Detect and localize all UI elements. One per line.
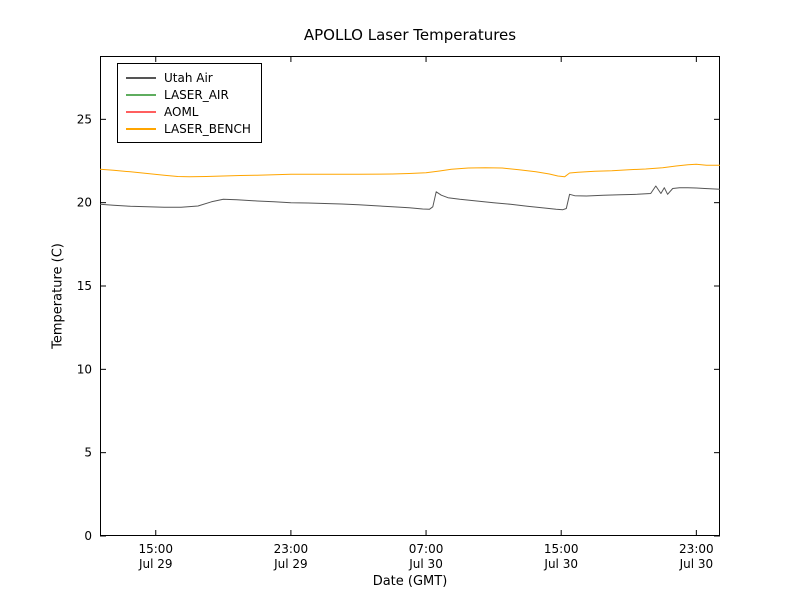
x-tick-label-time: 23:00 (274, 542, 309, 556)
chart-title: APOLLO Laser Temperatures (303, 26, 517, 44)
x-tick-label-date: Jul 30 (679, 557, 714, 571)
x-tick-label-time: 15:00 (138, 542, 173, 556)
legend: Utah Air LASER_AIR AOML LASER_BENCH (117, 63, 262, 143)
x-tick-label-date: Jul 29 (273, 557, 308, 571)
y-tick-label: 25 (77, 112, 92, 126)
legend-label: LASER_BENCH (164, 121, 251, 136)
x-tick-label-time: 23:00 (679, 542, 714, 556)
legend-label: Utah Air (164, 70, 213, 85)
x-axis-label: Date (GMT) (372, 574, 448, 589)
legend-item: LASER_BENCH (126, 120, 251, 137)
legend-line-sample (126, 127, 156, 130)
legend-label: LASER_AIR (164, 87, 229, 102)
legend-line-sample (126, 110, 156, 113)
y-tick-label: 20 (77, 196, 92, 210)
y-axis-label: Temperature (C) (50, 243, 66, 349)
legend-item: LASER_AIR (126, 86, 251, 103)
series-line-utah-air (99, 185, 721, 211)
legend-item: AOML (126, 103, 251, 120)
series-line-laser-bench (99, 163, 720, 178)
x-tick-label-date: Jul 29 (138, 557, 173, 571)
x-tick-label-time: 15:00 (544, 542, 579, 556)
legend-item: Utah Air (126, 69, 251, 86)
legend-line-sample (126, 76, 156, 79)
y-tick-label: 0 (84, 529, 92, 543)
x-tick-label-date: Jul 30 (543, 557, 578, 571)
y-tick-label: 10 (77, 362, 92, 376)
legend-label: AOML (164, 104, 199, 119)
legend-line-sample (126, 93, 156, 96)
y-tick-label: 5 (84, 446, 92, 460)
x-tick-label-date: Jul 30 (408, 557, 443, 571)
x-tick-label-time: 07:00 (409, 542, 444, 556)
y-tick-label: 15 (77, 279, 92, 293)
plot-box (100, 56, 720, 536)
